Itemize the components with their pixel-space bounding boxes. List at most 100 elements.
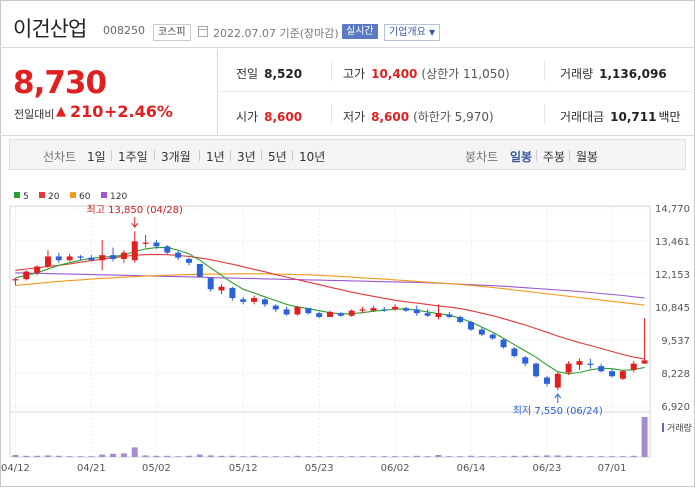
- tab-candle-monthly[interactable]: 월봉: [576, 150, 599, 164]
- divider: [230, 150, 231, 161]
- company-overview-label: 기업개요: [389, 27, 426, 38]
- x-tick-label: 06/14: [457, 463, 486, 474]
- candle-body: [359, 309, 366, 311]
- volume-bar: [55, 455, 62, 457]
- y-tick-label: 13,461: [655, 237, 690, 248]
- tab-period-1d[interactable]: 1일: [87, 150, 106, 164]
- stat-amount: 거래대금 10,711 백만: [560, 108, 681, 125]
- candle-body: [619, 371, 626, 379]
- candle-body: [164, 246, 171, 253]
- chart-area: 5 20 60 120 14,770 13,461 12,153 10,845 9,537 8,2…: [0, 178, 695, 487]
- stats-row-1: 전일 8,520 고가 10,400 (상한가 11,050) 거래량 1,136,09…: [219, 49, 695, 92]
- stat-low: 저가 8,600 (하한가 5,970): [343, 108, 494, 125]
- volume-bar: [272, 456, 279, 457]
- volume-bar: [641, 417, 648, 457]
- candle-body: [142, 242, 149, 244]
- stat-value: 1,136,096: [599, 67, 667, 81]
- change-label: 전일대비: [14, 108, 55, 121]
- y-tick-label: 6,920: [661, 402, 690, 413]
- divider: [544, 104, 545, 124]
- chevron-down-icon: ▼: [429, 28, 436, 37]
- volume-bar: [478, 456, 485, 457]
- volume-bar: [327, 456, 333, 457]
- tab-period-1y[interactable]: 1년: [206, 150, 225, 164]
- candle-body: [229, 287, 236, 299]
- volume-bar: [283, 456, 290, 457]
- min-price-annotation: 최저 7,550 (06/24): [513, 405, 603, 417]
- current-price-panel: 8,730 전일대비 ▲ 210 +2.46%: [0, 49, 218, 135]
- candle-body: [44, 256, 51, 267]
- candle-body: [196, 263, 203, 277]
- ma-legend-swatch: [101, 192, 107, 198]
- volume-bar: [576, 456, 583, 457]
- candlestick-chart[interactable]: 5 20 60 120 14,770 13,461 12,153 10,845 9,537 8,2…: [0, 178, 695, 487]
- chart-tab-bar: 선차트 1일 1주일 3개월 1년 3년 5년 10년 봉차트 일봉 주봉 월봉: [9, 139, 686, 170]
- ma-legend-swatch: [39, 192, 45, 198]
- tab-period-3m[interactable]: 3개월: [161, 150, 191, 164]
- volume-bar: [164, 455, 171, 457]
- candle-body: [500, 339, 507, 348]
- company-overview-button[interactable]: 기업개요 ▼: [384, 24, 441, 41]
- volume-bar: [34, 455, 41, 457]
- volume-bar: [359, 456, 366, 457]
- stat-value: 8,600: [371, 110, 410, 124]
- ma-legend-label: 120: [110, 192, 127, 202]
- up-arrow-icon: ▲: [56, 104, 66, 119]
- tab-candle-chart[interactable]: 봉차트: [465, 150, 499, 164]
- ma20-line: [15, 253, 645, 360]
- volume-bar: [77, 456, 84, 457]
- tab-period-1w[interactable]: 1주일: [118, 150, 148, 164]
- stat-label: 거래대금: [560, 110, 605, 124]
- candle-body: [446, 314, 453, 317]
- stat-label: 시가: [236, 110, 259, 124]
- realtime-button[interactable]: 실시간: [342, 24, 378, 39]
- tab-period-5y[interactable]: 5년: [268, 150, 287, 164]
- ma-legend-label: 20: [48, 192, 60, 202]
- max-price-annotation: 최고 13,850 (04/28): [87, 204, 183, 216]
- volume-bar: [99, 454, 106, 457]
- ma-legend-swatch: [70, 192, 76, 198]
- volume-bar: [261, 456, 268, 457]
- tab-period-3y[interactable]: 3년: [237, 150, 256, 164]
- upper-limit: (상한가 11,050): [421, 67, 510, 81]
- volume-bar: [110, 453, 117, 457]
- candle-body: [565, 363, 572, 373]
- candle-body: [489, 334, 496, 339]
- divider: [331, 61, 332, 81]
- volume-bar: [153, 455, 160, 457]
- volume-bar: [44, 455, 51, 457]
- ma60-line: [15, 273, 645, 306]
- volume-bar: [630, 455, 637, 457]
- stat-label: 거래량: [560, 67, 594, 81]
- volume-bar: [533, 455, 540, 457]
- candle-body: [34, 266, 41, 273]
- volume-bar: [88, 456, 95, 457]
- volume-bar: [120, 453, 127, 457]
- divider: [292, 150, 293, 161]
- stock-header: 이건산업 008250 코스피 2022.07.07 기준(장마감) 실시간 기…: [0, 0, 695, 48]
- volume-bar: [554, 455, 561, 457]
- x-tick-label: 05/02: [142, 463, 171, 474]
- candle-body: [99, 255, 106, 261]
- tab-candle-daily[interactable]: 일봉: [510, 150, 533, 164]
- candle-body: [12, 279, 19, 281]
- candle-body: [207, 277, 214, 290]
- volume-bar: [424, 456, 431, 457]
- candle-body: [153, 242, 160, 247]
- tab-candle-weekly[interactable]: 주봉: [543, 150, 566, 164]
- tab-period-10y[interactable]: 10년: [299, 150, 326, 164]
- tab-line-chart[interactable]: 선차트: [43, 150, 77, 164]
- calendar-icon: [198, 26, 208, 37]
- candle-body: [413, 309, 420, 314]
- candle-body: [554, 373, 561, 388]
- candle-body: [283, 309, 290, 315]
- lower-limit: (하한가 5,970): [413, 110, 494, 124]
- candle-body: [261, 299, 268, 305]
- volume-bar: [511, 455, 518, 457]
- volume-bar: [381, 456, 388, 457]
- divider: [544, 61, 545, 81]
- divider: [569, 150, 570, 161]
- volume-bar: [218, 455, 225, 457]
- stock-name[interactable]: 이건산업: [13, 17, 87, 41]
- y-tick-label: 14,770: [655, 204, 690, 215]
